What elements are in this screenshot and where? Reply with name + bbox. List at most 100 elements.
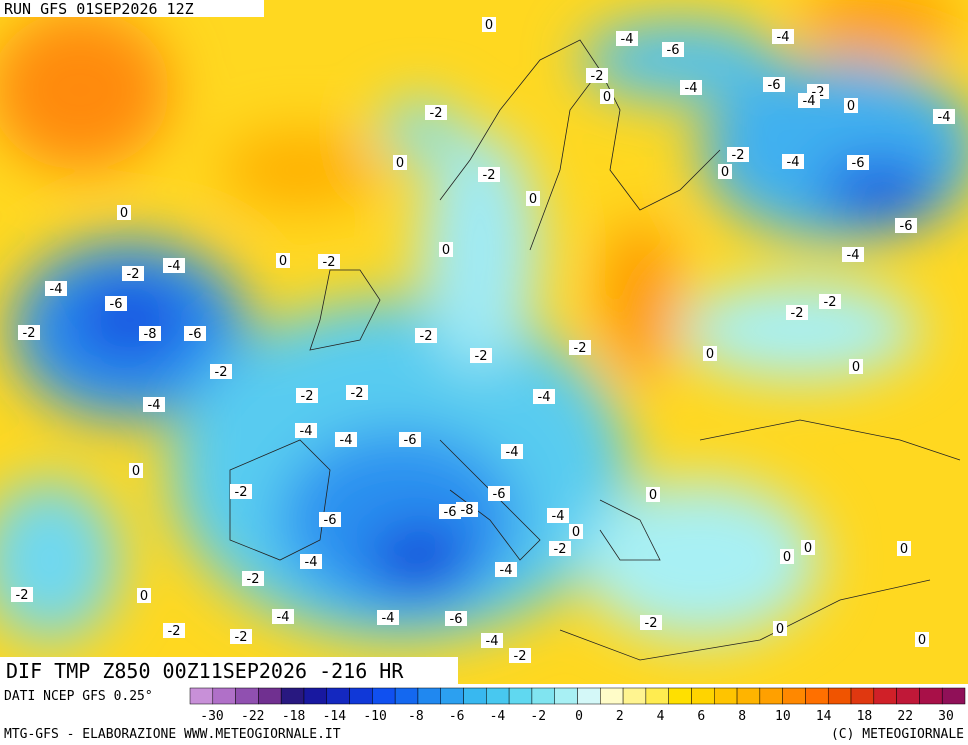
legend-label: -8 — [408, 709, 424, 724]
contour-label: 0 — [442, 243, 450, 258]
contour-label: -2 — [16, 588, 29, 603]
label-box — [549, 541, 571, 556]
color-swatch — [235, 687, 259, 705]
label-box — [445, 611, 467, 626]
legend-label: 6 — [697, 709, 705, 724]
label-box — [415, 328, 437, 343]
label-box — [616, 31, 638, 46]
color-swatch — [759, 687, 783, 705]
label-box — [482, 17, 496, 32]
color-swatch — [508, 687, 533, 705]
footer-right: (C) METEOGIORNALE — [831, 727, 964, 742]
contour-label: -2 — [235, 485, 248, 500]
contour-label: -2 — [323, 255, 336, 270]
legend-label: -4 — [490, 709, 506, 724]
contour-label: -2 — [301, 389, 314, 404]
contour-label: -2 — [247, 572, 260, 587]
data-source: DATI NCEP GFS 0.25° — [4, 689, 153, 704]
label-box — [842, 247, 864, 262]
run-label: RUN GFS 01SEP2026 12Z — [4, 0, 194, 18]
contour-label: -2 — [215, 365, 228, 380]
label-box — [782, 154, 804, 169]
color-swatch — [736, 687, 761, 705]
contour-label: -4 — [486, 634, 499, 649]
label-box — [11, 587, 33, 602]
label-box — [849, 359, 863, 374]
contour-label: -6 — [444, 505, 457, 520]
contour-label: -4 — [168, 259, 181, 274]
legend-label: 0 — [575, 709, 583, 724]
label-box — [680, 80, 702, 95]
label-box — [184, 326, 206, 341]
contour-label: 0 — [603, 90, 611, 105]
contour-label: -2 — [235, 630, 248, 645]
label-box — [569, 340, 591, 355]
label-box — [509, 648, 531, 663]
label-box — [662, 42, 684, 57]
contour-label: 0 — [804, 541, 812, 556]
label-box — [163, 623, 185, 638]
contour-label: -2 — [483, 168, 496, 183]
contour-label: -2 — [732, 148, 745, 163]
label-box — [526, 191, 540, 206]
label-box — [456, 502, 478, 517]
label-box — [439, 242, 453, 257]
label-box — [242, 571, 264, 586]
footer-left: MTG-GFS - ELABORAZIONE WWW.METEOGIORNALE… — [4, 727, 341, 742]
color-swatch — [919, 687, 943, 705]
label-box — [276, 253, 290, 268]
contour-label: -6 — [324, 513, 337, 528]
contour-label: -6 — [852, 156, 865, 171]
contour-label: -4 — [685, 81, 698, 96]
legend-label: -18 — [282, 709, 305, 724]
map-title: DIF TMP Z850 00Z11SEP2026 -216 HR — [6, 659, 404, 683]
contour-label: -4 — [847, 248, 860, 263]
label-box — [533, 389, 555, 404]
contour-label: 0 — [852, 360, 860, 375]
label-box — [646, 487, 660, 502]
label-box — [501, 444, 523, 459]
contour-label: 0 — [140, 589, 148, 604]
color-bar: -30 -22 -18 -14 -10 -8 -6 -4 -2 0 2 4 6 8 10 14 18 22 30 — [189, 687, 966, 724]
contour-label: 0 — [120, 206, 128, 221]
label-box — [478, 167, 500, 182]
label-box — [137, 588, 151, 603]
label-box — [600, 89, 614, 104]
label-box — [129, 463, 143, 478]
color-swatch — [600, 687, 624, 705]
label-box — [272, 609, 294, 624]
contour-label: -8 — [144, 327, 157, 342]
label-box — [122, 266, 144, 281]
label-box — [640, 615, 662, 630]
color-swatch — [417, 687, 441, 705]
contour-label: -2 — [554, 542, 567, 557]
contour-label: -4 — [148, 398, 161, 413]
contour-label: -6 — [768, 78, 781, 93]
label-box — [933, 109, 955, 124]
contour-label: -6 — [110, 297, 123, 312]
contour-label: -4 — [787, 155, 800, 170]
contour-label: -2 — [591, 69, 604, 84]
contour-label: -4 — [538, 390, 551, 405]
contour-label: 0 — [900, 542, 908, 557]
legend-label: 2 — [616, 709, 624, 724]
label-box — [139, 326, 161, 341]
color-swatch — [645, 687, 669, 705]
contour-label: -8 — [461, 503, 474, 518]
map-background — [0, 0, 968, 684]
color-swatch — [326, 687, 350, 705]
color-swatch — [554, 687, 578, 705]
label-box — [586, 68, 608, 83]
contour-label: -4 — [382, 611, 395, 626]
contour-label: -2 — [791, 306, 804, 321]
contour-label: -2 — [351, 386, 364, 401]
label-box — [847, 155, 869, 170]
label-box — [399, 432, 421, 447]
contour-label: -6 — [189, 327, 202, 342]
color-swatch — [805, 687, 829, 705]
label-box — [439, 504, 461, 519]
color-swatch — [303, 687, 328, 705]
label-box — [488, 486, 510, 501]
contour-label: 0 — [776, 622, 784, 637]
